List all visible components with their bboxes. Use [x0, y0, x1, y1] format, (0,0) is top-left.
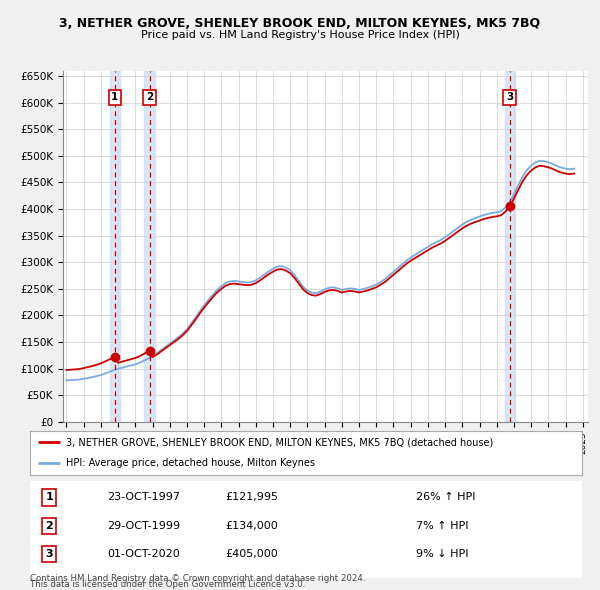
Text: 29-OCT-1999: 29-OCT-1999	[107, 520, 181, 530]
Text: 9% ↓ HPI: 9% ↓ HPI	[416, 549, 469, 559]
Text: 26% ↑ HPI: 26% ↑ HPI	[416, 493, 476, 503]
Text: 23-OCT-1997: 23-OCT-1997	[107, 493, 180, 503]
Text: 3, NETHER GROVE, SHENLEY BROOK END, MILTON KEYNES, MK5 7BQ (detached house): 3, NETHER GROVE, SHENLEY BROOK END, MILT…	[66, 437, 493, 447]
Text: 01-OCT-2020: 01-OCT-2020	[107, 549, 180, 559]
Bar	[110, 71, 120, 422]
Text: £121,995: £121,995	[226, 493, 278, 503]
Text: This data is licensed under the Open Government Licence v3.0.: This data is licensed under the Open Gov…	[30, 581, 305, 589]
Text: £405,000: £405,000	[226, 549, 278, 559]
Text: 2: 2	[46, 520, 53, 530]
Bar	[145, 71, 155, 422]
Text: 1: 1	[46, 493, 53, 503]
Text: 7% ↑ HPI: 7% ↑ HPI	[416, 520, 469, 530]
Text: Contains HM Land Registry data © Crown copyright and database right 2024.: Contains HM Land Registry data © Crown c…	[30, 574, 365, 583]
Text: 1: 1	[111, 93, 118, 103]
Text: £134,000: £134,000	[226, 520, 278, 530]
Bar	[505, 71, 515, 422]
Text: 3: 3	[46, 549, 53, 559]
Text: 3: 3	[506, 93, 514, 103]
Text: Price paid vs. HM Land Registry's House Price Index (HPI): Price paid vs. HM Land Registry's House …	[140, 30, 460, 40]
Text: 3, NETHER GROVE, SHENLEY BROOK END, MILTON KEYNES, MK5 7BQ: 3, NETHER GROVE, SHENLEY BROOK END, MILT…	[59, 17, 541, 30]
Text: 2: 2	[146, 93, 153, 103]
Text: HPI: Average price, detached house, Milton Keynes: HPI: Average price, detached house, Milt…	[66, 458, 315, 468]
